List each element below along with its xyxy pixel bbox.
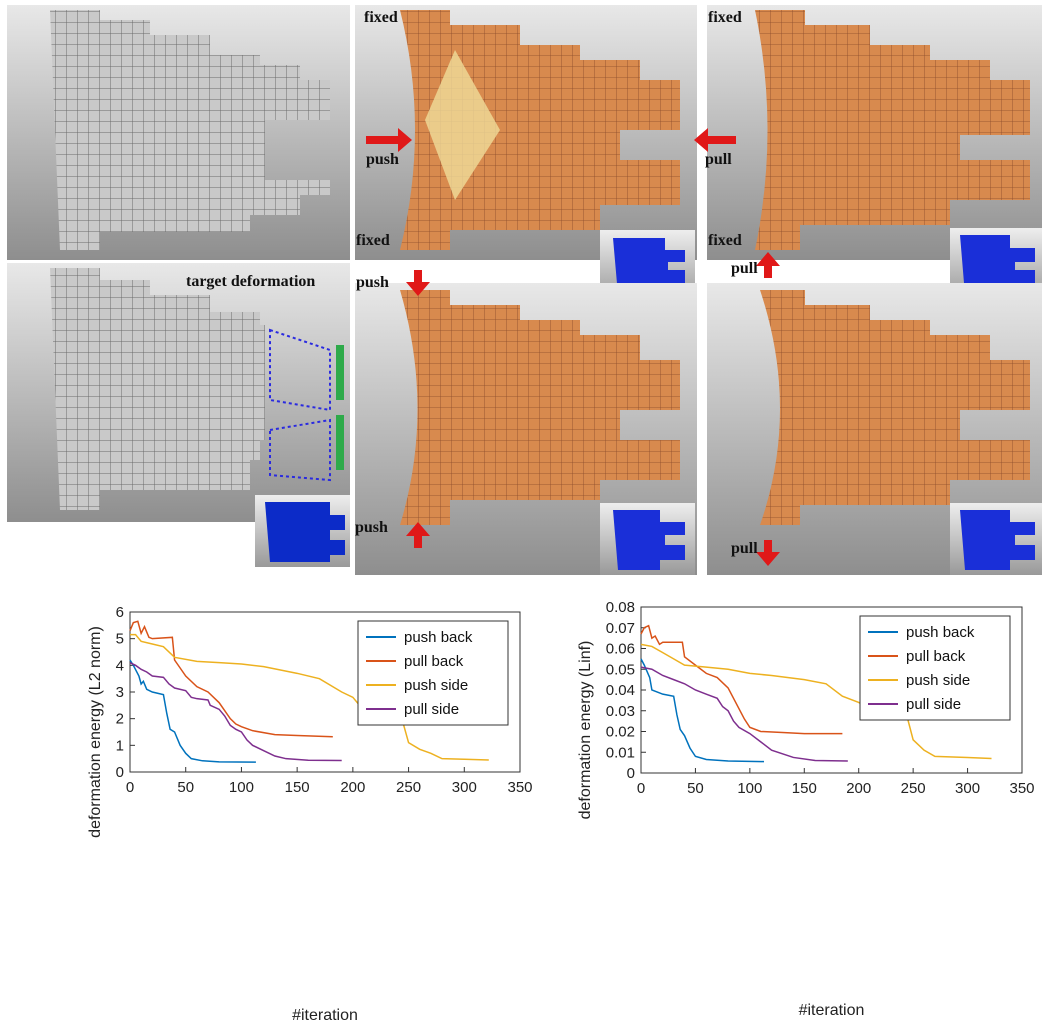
panel-label: pull bbox=[705, 151, 732, 168]
y-tick-label: 0.02 bbox=[606, 724, 635, 741]
mesh bbox=[400, 290, 680, 525]
x-tick-label: 100 bbox=[229, 779, 254, 796]
inset-mesh bbox=[960, 510, 1035, 570]
legend-label: pull back bbox=[404, 653, 464, 670]
panel-label: pull bbox=[731, 260, 758, 277]
inset-mesh bbox=[613, 238, 685, 295]
y-tick-label: 0.05 bbox=[606, 661, 635, 678]
legend-label: pull side bbox=[404, 701, 459, 718]
panel-label: target deformation bbox=[186, 273, 315, 290]
mesh bbox=[400, 10, 680, 250]
y-tick-label: 5 bbox=[116, 631, 124, 648]
panel-label: fixed bbox=[708, 9, 742, 26]
y-tick-label: 0 bbox=[627, 765, 635, 782]
y-tick-label: 4 bbox=[116, 657, 124, 674]
panel-label: pull bbox=[731, 540, 758, 557]
arrow bbox=[694, 128, 736, 152]
series-line bbox=[640, 624, 843, 735]
x-tick-label: 300 bbox=[955, 780, 980, 797]
legend-label: pull side bbox=[906, 696, 961, 713]
chart: 0 50 100 150 200 250 300 350 0 1 2 3 4 5 6 #iteration de… bbox=[87, 604, 533, 1024]
series-line bbox=[129, 661, 342, 762]
x-axis-label: #iteration bbox=[292, 1007, 358, 1024]
arrow bbox=[406, 270, 430, 296]
x-tick-label: 0 bbox=[126, 779, 134, 796]
arrow bbox=[756, 540, 780, 566]
arrow bbox=[406, 522, 430, 548]
mesh bbox=[50, 268, 265, 510]
x-tick-label: 350 bbox=[1009, 780, 1034, 797]
x-tick-label: 100 bbox=[737, 780, 762, 797]
y-tick-label: 0.04 bbox=[606, 682, 635, 699]
x-tick-label: 150 bbox=[285, 779, 310, 796]
y-tick-label: 0 bbox=[116, 764, 124, 781]
legend-box bbox=[859, 615, 1011, 721]
series-line bbox=[640, 666, 848, 762]
legend-label: push back bbox=[404, 629, 473, 646]
panel-label: fixed bbox=[356, 232, 390, 249]
x-tick-label: 0 bbox=[637, 780, 645, 797]
x-tick-label: 200 bbox=[340, 779, 365, 796]
x-tick-label: 350 bbox=[507, 779, 532, 796]
x-tick-label: 250 bbox=[396, 779, 421, 796]
y-axis-label: deformation energy (L2 norm) bbox=[87, 626, 104, 838]
inset-mesh bbox=[265, 502, 345, 562]
panel-label: push bbox=[355, 519, 388, 536]
y-tick-label: 0.07 bbox=[606, 620, 635, 637]
x-axis-label: #iteration bbox=[799, 1002, 865, 1019]
y-tick-label: 0.01 bbox=[606, 744, 635, 761]
panel-label: fixed bbox=[364, 9, 398, 26]
legend-label: pull back bbox=[906, 648, 966, 665]
panel-label: push bbox=[366, 151, 399, 168]
y-tick-label: 0.03 bbox=[606, 703, 635, 720]
x-tick-label: 150 bbox=[792, 780, 817, 797]
panel-label: push bbox=[356, 274, 389, 291]
target-mesh bbox=[269, 328, 331, 482]
arrow bbox=[756, 252, 780, 278]
legend-label: push side bbox=[404, 677, 468, 694]
legend-box bbox=[357, 620, 509, 726]
inset-mesh bbox=[613, 510, 685, 570]
series-line bbox=[129, 620, 333, 738]
chart: 0 50 100 150 200 250 300 350 0 0.01 0.02 0.03 0.04 0.… bbox=[577, 599, 1035, 1019]
highlight bbox=[425, 50, 500, 200]
x-tick-label: 50 bbox=[687, 780, 704, 797]
legend-label: push back bbox=[906, 624, 975, 641]
panel-label: fixed bbox=[708, 232, 742, 249]
x-tick-label: 200 bbox=[846, 780, 871, 797]
y-tick-label: 6 bbox=[116, 604, 124, 621]
y-tick-label: 0.08 bbox=[606, 599, 635, 616]
y-tick-label: 1 bbox=[116, 737, 124, 754]
legend-label: push side bbox=[906, 672, 970, 689]
y-tick-label: 2 bbox=[116, 711, 124, 728]
arrow bbox=[366, 128, 412, 152]
x-tick-label: 300 bbox=[452, 779, 477, 796]
series-line bbox=[640, 643, 992, 760]
renderings bbox=[7, 5, 1042, 575]
series-line bbox=[129, 659, 256, 763]
mesh bbox=[760, 290, 1030, 525]
y-tick-label: 0.06 bbox=[606, 641, 635, 658]
inset-mesh bbox=[960, 235, 1035, 295]
series-line bbox=[640, 658, 765, 763]
y-tick-label: 3 bbox=[116, 684, 124, 701]
mesh bbox=[50, 10, 330, 250]
x-tick-label: 50 bbox=[177, 779, 194, 796]
panel-labels: fixed push fixed fixed pull fixed target… bbox=[186, 9, 758, 557]
y-axis-label: deformation energy (Linf) bbox=[577, 641, 594, 820]
mesh bbox=[755, 10, 1030, 250]
x-tick-label: 250 bbox=[901, 780, 926, 797]
series-line bbox=[130, 633, 489, 761]
